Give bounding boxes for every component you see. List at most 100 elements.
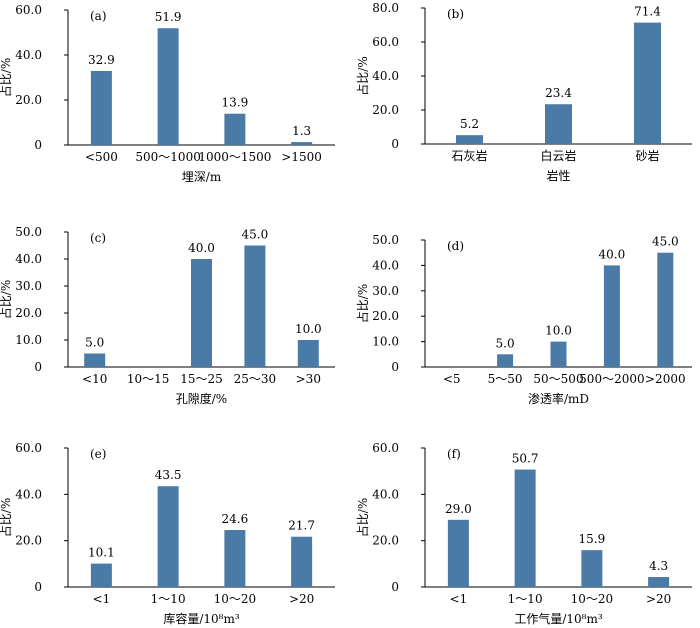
bar (581, 550, 603, 587)
x-tick-label: >20 (646, 592, 671, 606)
y-tick-label: 30.0 (15, 279, 42, 293)
y-tick-label: 20.0 (15, 534, 42, 548)
x-tick-label: 10～15 (127, 372, 170, 386)
x-tick-label: 砂岩 (635, 148, 659, 163)
y-tick-label: 60.0 (372, 35, 399, 49)
bar-value-label: 5.0 (85, 336, 104, 350)
bar (224, 530, 246, 587)
bar (634, 22, 661, 144)
bar (291, 142, 313, 145)
y-axis-title: 占比/% (0, 498, 13, 537)
x-tick-label: >2000 (645, 372, 686, 386)
panel-label: (a) (90, 9, 107, 23)
bar-value-label: 51.9 (155, 10, 182, 24)
y-tick-label: 0 (391, 137, 399, 151)
bar-value-label: 40.0 (188, 241, 215, 255)
panel-label: (f) (447, 447, 461, 461)
bar (90, 70, 112, 145)
bar (657, 252, 674, 367)
bar (456, 135, 483, 144)
bar-value-label: 43.5 (155, 468, 182, 482)
x-tick-label: 1～10 (151, 592, 186, 606)
x-tick-label: 500～1000 (135, 150, 200, 164)
bar-value-label: 5.2 (460, 117, 479, 131)
chart-panel-2: 0 20.0 40.0 60.0 80.0 (b) 占比/% 岩性 石灰岩 5.2 白云岩 23.4 砂… (355, 1, 692, 183)
bar (244, 245, 266, 367)
y-tick-label: 60.0 (15, 441, 42, 455)
chart-panel-1: 0 20.0 40.0 60.0 (a) 占比/% 埋深/m <500 32.9 500～1000… (0, 3, 335, 184)
x-tick-label: >1500 (281, 150, 322, 164)
bar (545, 104, 572, 144)
x-tick-label: <5 (443, 372, 461, 386)
bar-value-label: 32.9 (88, 53, 115, 67)
x-axis-title: 孔隙度/% (176, 391, 227, 406)
x-axis-title: 库容量/10⁸m³ (163, 611, 240, 626)
y-tick-label: 40.0 (15, 48, 42, 62)
chart-panel-6: 0 20.0 40.0 60.0 (f) 占比/% 工作气量/10⁸m³ <1 29.0 1～10… (355, 441, 692, 626)
y-tick-label: 30.0 (372, 284, 399, 298)
y-tick-label: 10.0 (372, 335, 399, 349)
y-tick-label: 50.0 (15, 225, 42, 239)
x-tick-label: 10～20 (571, 592, 614, 606)
bar (497, 354, 514, 367)
panel-label: (d) (447, 239, 464, 253)
y-tick-label: 40.0 (372, 258, 399, 272)
x-tick-label: 白云岩 (540, 148, 576, 163)
y-tick-label: 0 (34, 360, 42, 374)
bar (84, 353, 106, 367)
bar (603, 265, 620, 367)
x-tick-label: 石灰岩 (451, 148, 487, 163)
bar-value-label: 1.3 (292, 124, 311, 138)
bar (191, 259, 212, 367)
y-tick-label: 20.0 (15, 306, 42, 320)
x-tick-label: <1 (450, 592, 468, 606)
x-axis-title: 岩性 (546, 168, 570, 183)
x-tick-label: 25～30 (234, 372, 277, 386)
bar (291, 536, 313, 587)
chart-panel-3: 0 10.0 20.0 30.0 40.0 50.0 (c) 占比/% 孔隙度/% <10 5.0 1… (0, 225, 335, 406)
bar-value-label: 23.4 (545, 86, 572, 100)
bar-value-label: 71.4 (634, 5, 661, 19)
bar-value-label: 29.0 (445, 502, 472, 516)
y-tick-label: 50.0 (372, 233, 399, 247)
panel-label: (e) (90, 447, 106, 461)
y-tick-label: 60.0 (15, 3, 42, 17)
x-tick-label: 50～500 (533, 372, 583, 386)
x-tick-label: 500～2000 (579, 372, 644, 386)
y-tick-label: 0 (391, 360, 399, 374)
bar-value-label: 13.9 (222, 96, 249, 110)
y-axis-title: 占比/% (355, 56, 370, 95)
y-tick-label: 0 (34, 138, 42, 152)
y-tick-label: 40.0 (15, 252, 42, 266)
bar-value-label: 5.0 (496, 336, 515, 350)
chart-panel-4: 0 10.0 20.0 30.0 40.0 50.0 (d) 占比/% 渗透率/mD <5 5～50… (355, 233, 692, 406)
x-tick-label: 1000～1500 (198, 150, 271, 164)
bar-value-label: 45.0 (652, 235, 679, 249)
y-tick-label: 60.0 (372, 441, 399, 455)
x-tick-label: <10 (82, 372, 107, 386)
bar (447, 519, 469, 587)
bar (224, 113, 246, 145)
y-axis-title: 占比/% (0, 58, 13, 97)
x-tick-label: >30 (296, 372, 321, 386)
y-axis-title: 占比/% (355, 284, 370, 323)
y-tick-label: 10.0 (15, 333, 42, 347)
bar (514, 469, 536, 587)
y-tick-label: 20.0 (372, 103, 399, 117)
bar-value-label: 10.0 (545, 324, 572, 338)
x-tick-label: <500 (85, 150, 118, 164)
bar (648, 577, 670, 587)
bar-value-label: 10.1 (88, 546, 115, 560)
bar-value-label: 40.0 (599, 247, 626, 261)
y-axis-title: 占比/% (0, 280, 13, 319)
bar-value-label: 15.9 (579, 532, 606, 546)
chart-panel-5: 0 20.0 40.0 60.0 (e) 占比/% 库容量/10⁸m³ <1 10.1 1～10 4… (0, 441, 335, 626)
bar-value-label: 21.7 (288, 519, 315, 533)
bar-value-label: 4.3 (649, 559, 668, 573)
x-axis-title: 埋深/m (182, 170, 222, 184)
x-tick-label: 1～10 (508, 592, 543, 606)
y-tick-label: 40.0 (372, 487, 399, 501)
x-tick-label: 10～20 (214, 592, 257, 606)
bar (157, 28, 179, 146)
